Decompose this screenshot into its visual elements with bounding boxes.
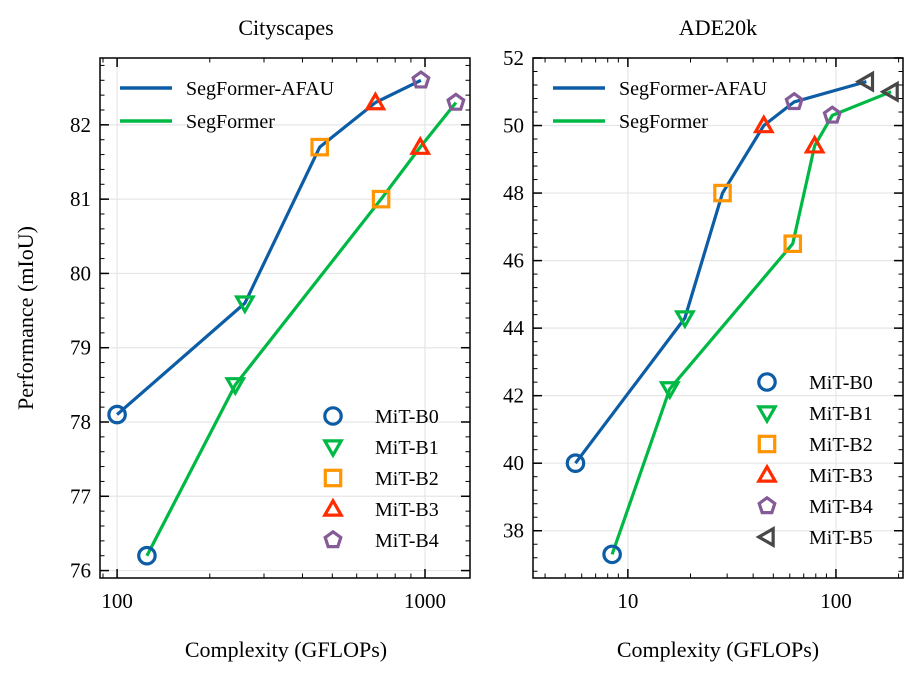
ade20k-line-legend: SegFormer-AFAU SegFormer bbox=[553, 78, 768, 133]
ade20k-series-line-segformer bbox=[610, 90, 892, 555]
ade20k-plot-frame bbox=[532, 57, 904, 579]
ade20k-legend-marker-b1 bbox=[756, 405, 778, 425]
cityscapes-series-line-segformer bbox=[145, 101, 458, 557]
ade20k-series-lines bbox=[574, 80, 892, 555]
ade20k-y-tick-label: 38 bbox=[503, 519, 524, 543]
cityscapes-point-afau-b2 bbox=[310, 137, 330, 157]
cityscapes-plot-frame bbox=[99, 57, 471, 579]
ade20k-legend-label-b2: MiT-B2 bbox=[809, 434, 873, 456]
cityscapes-legend-marker-b0 bbox=[323, 406, 343, 426]
cityscapes-y-tick-label: 80 bbox=[70, 261, 91, 285]
ade20k-title: ADE20k bbox=[679, 15, 757, 40]
ade20k-point-segformer-b1 bbox=[658, 381, 681, 401]
cityscapes-y-tick-label: 76 bbox=[70, 559, 91, 583]
cityscapes-legend-marker-b1 bbox=[322, 439, 344, 459]
ade20k-y-tick-label: 52 bbox=[503, 46, 524, 70]
cityscapes-x-axis-label: Complexity (GFLOPs) bbox=[185, 637, 387, 662]
ade20k-series-line-segformer-afau bbox=[574, 80, 867, 465]
ade20k-legend-label-b1: MiT-B1 bbox=[809, 403, 873, 425]
cityscapes-y-tick-label: 78 bbox=[70, 410, 91, 434]
ade20k-legend-marker-b0 bbox=[757, 372, 777, 392]
cityscapes-legend-label-b2: MiT-B2 bbox=[375, 468, 439, 490]
ade20k-point-segformer-b3 bbox=[803, 134, 826, 154]
ade20k-legend-marker-b3 bbox=[756, 463, 778, 483]
cityscapes-y-tick-label: 81 bbox=[70, 187, 91, 211]
ade20k-point-afau-b5 bbox=[854, 70, 875, 93]
cityscapes-legend-label-b1: MiT-B1 bbox=[375, 437, 439, 459]
cityscapes-point-segformer-b0 bbox=[137, 545, 157, 566]
cityscapes-y-axis-label: Performance (mIoU) bbox=[13, 226, 38, 410]
ade20k-legend-marker-b2 bbox=[757, 434, 777, 454]
ade20k-y-tick-label: 50 bbox=[503, 114, 524, 138]
ade20k-point-afau-b2 bbox=[713, 183, 732, 203]
ade20k-x-axis-label: Complexity (GFLOPs) bbox=[617, 637, 819, 662]
ade20k-panel: ADE20k 38 40 42 44 46 48 50 52 10 100 SegFormer-A… bbox=[503, 15, 904, 662]
ade20k-y-tick-label: 40 bbox=[503, 451, 524, 475]
ade20k-x-tick-label: 10 bbox=[617, 589, 638, 613]
cityscapes-x-tick-label: 100 bbox=[101, 589, 133, 613]
cityscapes-point-segformer-b3 bbox=[409, 135, 432, 155]
cityscapes-point-afau-b1 bbox=[233, 295, 256, 315]
cityscapes-title: Cityscapes bbox=[238, 15, 333, 40]
cityscapes-legend-marker-b4 bbox=[323, 529, 343, 549]
ade20k-point-segformer-b4 bbox=[822, 105, 842, 124]
cityscapes-x-tick-label: 1000 bbox=[404, 589, 446, 613]
cityscapes-point-afau-b3 bbox=[364, 91, 387, 111]
cityscapes-legend-label-afau: SegFormer-AFAU bbox=[186, 78, 335, 100]
ade20k-legend-label-b3: MiT-B3 bbox=[809, 465, 873, 487]
ade20k-point-afau-b4 bbox=[784, 91, 804, 111]
cityscapes-point-segformer-b1 bbox=[224, 377, 247, 397]
ade20k-point-afau-b3 bbox=[752, 114, 775, 134]
ade20k-y-tick-label: 44 bbox=[503, 316, 525, 340]
ade20k-point-segformer-b0 bbox=[602, 544, 622, 565]
ade20k-legend-label-b4: MiT-B4 bbox=[809, 496, 873, 518]
cityscapes-legend-label-b3: MiT-B3 bbox=[375, 499, 439, 521]
cityscapes-series-line-segformer-afau bbox=[116, 78, 422, 416]
cityscapes-point-segformer-b2 bbox=[371, 189, 391, 209]
ade20k-legend-label-b5: MiT-B5 bbox=[809, 527, 873, 549]
cityscapes-legend-label-segformer: SegFormer bbox=[186, 111, 275, 133]
cityscapes-legend-marker-b2 bbox=[323, 468, 343, 488]
cityscapes-markers bbox=[107, 70, 466, 566]
cityscapes-series-lines bbox=[116, 78, 458, 557]
ade20k-y-tick-label: 48 bbox=[503, 181, 524, 205]
ade20k-point-afau-b1 bbox=[673, 310, 696, 330]
ade20k-legend-marker-b4 bbox=[757, 495, 777, 515]
ade20k-point-segformer-b2 bbox=[783, 234, 803, 254]
cityscapes-panel: Cityscapes 76 77 78 79 80 81 82 100 1000 SegForm… bbox=[13, 15, 471, 662]
cityscapes-line-legend: SegFormer-AFAU SegFormer bbox=[120, 78, 335, 133]
ade20k-ticks: 38 40 42 44 46 48 50 52 10 100 bbox=[503, 46, 903, 613]
cityscapes-legend-marker-b3 bbox=[322, 497, 344, 517]
cityscapes-point-afau-b4 bbox=[411, 70, 431, 89]
ade20k-legend-label-segformer: SegFormer bbox=[619, 111, 708, 133]
ade20k-marker-legend: MiT-B0 MiT-B1 MiT-B2 MiT-B3 MiT-B4 MiT-B5 bbox=[755, 372, 873, 549]
ade20k-legend-label-afau: SegFormer-AFAU bbox=[619, 78, 768, 100]
cityscapes-y-tick-label: 77 bbox=[70, 484, 91, 508]
ade20k-legend-marker-b5 bbox=[755, 526, 775, 548]
ade20k-point-segformer-b5 bbox=[879, 80, 899, 103]
ade20k-legend-label-b0: MiT-B0 bbox=[809, 372, 873, 394]
ade20k-y-tick-label: 42 bbox=[503, 384, 524, 408]
cityscapes-y-tick-label: 79 bbox=[70, 336, 91, 360]
cityscapes-legend-label-b4: MiT-B4 bbox=[375, 530, 439, 552]
cityscapes-y-tick-label: 82 bbox=[70, 113, 91, 137]
cityscapes-marker-legend: MiT-B0 MiT-B1 MiT-B2 MiT-B3 MiT-B4 bbox=[322, 406, 439, 552]
ade20k-y-tick-label: 46 bbox=[503, 249, 524, 273]
ade20k-markers bbox=[565, 70, 899, 565]
ade20k-x-tick-label: 100 bbox=[820, 589, 852, 613]
cityscapes-legend-label-b0: MiT-B0 bbox=[375, 406, 439, 428]
cityscapes-ticks: 76 77 78 79 80 81 82 100 1000 bbox=[70, 58, 470, 613]
ade20k-point-afau-b0 bbox=[565, 453, 586, 473]
cityscapes-point-segformer-b4 bbox=[446, 92, 466, 111]
cityscapes-point-afau-b0 bbox=[107, 404, 127, 425]
